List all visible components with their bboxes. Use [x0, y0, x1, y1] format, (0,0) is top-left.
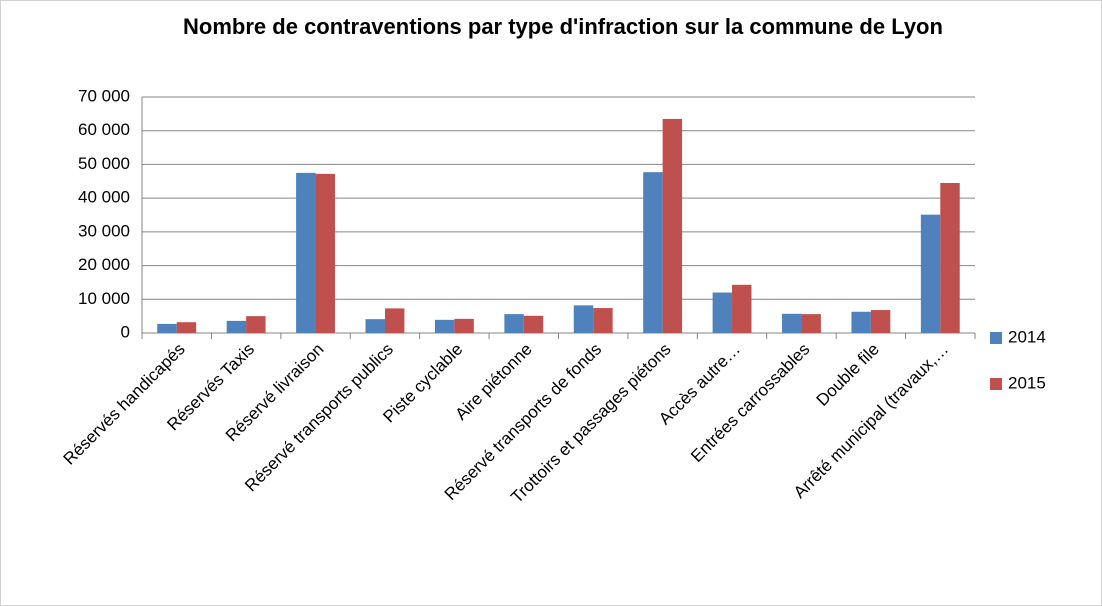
- bar: [782, 313, 802, 333]
- y-tick-label: 70 000: [78, 86, 130, 105]
- bar: [454, 318, 474, 333]
- y-tick-label: 10 000: [78, 289, 130, 308]
- y-tick-label: 0: [121, 322, 130, 341]
- bar: [573, 305, 594, 333]
- y-tick-label: 60 000: [78, 120, 130, 139]
- y-tick-label: 30 000: [78, 221, 130, 240]
- legend-swatch: [990, 378, 1002, 390]
- bar: [801, 314, 821, 333]
- bar: [246, 316, 266, 333]
- y-tick-label: 20 000: [78, 255, 130, 274]
- bar: [157, 323, 177, 333]
- bar: [504, 314, 524, 333]
- legend-label: 2014: [1008, 327, 1046, 346]
- bar: [732, 284, 752, 333]
- bar: [523, 315, 544, 333]
- bar: [712, 292, 733, 333]
- bar: [315, 173, 335, 333]
- bar: [643, 172, 663, 333]
- y-tick-label: 50 000: [78, 154, 130, 173]
- bar: [434, 319, 455, 333]
- bar: [940, 182, 960, 333]
- legend-swatch: [990, 332, 1002, 344]
- bar: [593, 308, 613, 333]
- bar: [662, 118, 683, 334]
- bar: [296, 172, 316, 333]
- legend-label: 2015: [1008, 373, 1046, 392]
- bar: [384, 308, 405, 333]
- chart-title: Nombre de contraventions par type d'infr…: [183, 14, 943, 39]
- bar: [870, 310, 891, 333]
- y-tick-label: 40 000: [78, 188, 130, 207]
- bar: [920, 214, 941, 333]
- bar: [365, 319, 385, 333]
- bar: [226, 320, 247, 333]
- bar: [851, 311, 871, 333]
- bar: [176, 322, 197, 333]
